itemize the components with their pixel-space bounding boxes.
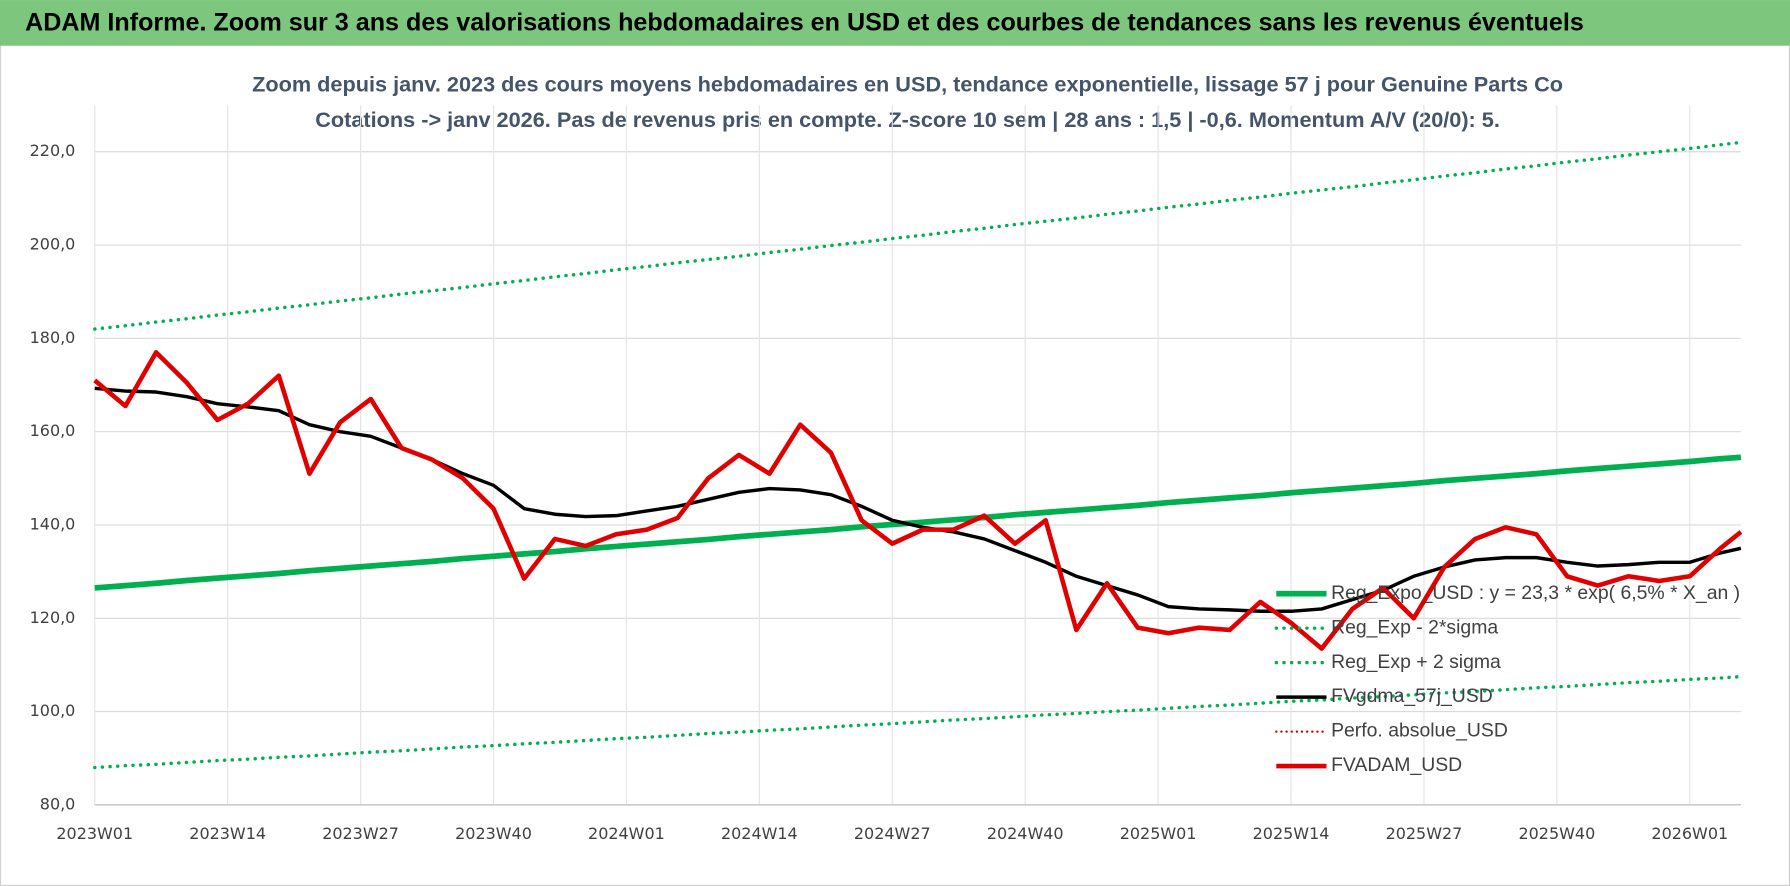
series-line: [94, 386, 1742, 613]
series-line: [94, 454, 1742, 591]
x-tick-label: 2025W27: [1386, 824, 1463, 843]
x-tick-label: 2025W40: [1518, 824, 1595, 843]
x-tick-label: 2026W01: [1651, 824, 1728, 843]
y-tick-label: 200,0: [30, 235, 76, 254]
legend-label: FVADAM_USD: [1331, 754, 1462, 776]
x-tick-label: 2023W14: [189, 824, 266, 843]
series-line: [93, 350, 1743, 651]
x-tick-label: 2025W01: [1120, 824, 1197, 843]
y-tick-label: 180,0: [30, 328, 76, 347]
header-title: ADAM Informe. Zoom sur 3 ans des valoris…: [25, 9, 1584, 37]
series-line: [93, 140, 1743, 331]
header-bar: [0, 0, 1790, 46]
y-tick-label: 220,0: [30, 141, 76, 160]
y-tick-label: 100,0: [30, 701, 76, 720]
series-line: [93, 674, 1743, 770]
x-tick-label: 2023W40: [455, 824, 532, 843]
chart-subtitle: Cotations -> janv 2026. Pas de revenus p…: [315, 107, 1500, 132]
x-tick-label: 2024W14: [721, 824, 798, 843]
legend-label: Perfo. absolue_USD: [1331, 720, 1508, 742]
x-tick-label: 2025W14: [1253, 824, 1330, 843]
x-tick-label: 2024W01: [588, 824, 665, 843]
x-tick-label: 2023W27: [322, 824, 399, 843]
x-tick-label: 2023W01: [56, 824, 133, 843]
y-tick-label: 160,0: [30, 421, 76, 440]
y-tick-label: 80,0: [40, 794, 76, 813]
legend-label: Reg_Exp - 2*sigma: [1331, 616, 1498, 638]
chart-title: Zoom depuis janv. 2023 des cours moyens …: [252, 71, 1563, 96]
x-tick-label: 2024W27: [854, 824, 931, 843]
legend-label: Reg_Expo_USD : y = 23,3 * exp( 6,5% * X_…: [1331, 582, 1740, 604]
legend-label: FVgdma_57j_USD: [1331, 685, 1493, 707]
x-tick-label: 2024W40: [987, 824, 1064, 843]
y-tick-label: 120,0: [30, 608, 76, 627]
legend-label: Reg_Exp + 2 sigma: [1331, 651, 1501, 673]
y-tick-label: 140,0: [30, 514, 76, 533]
